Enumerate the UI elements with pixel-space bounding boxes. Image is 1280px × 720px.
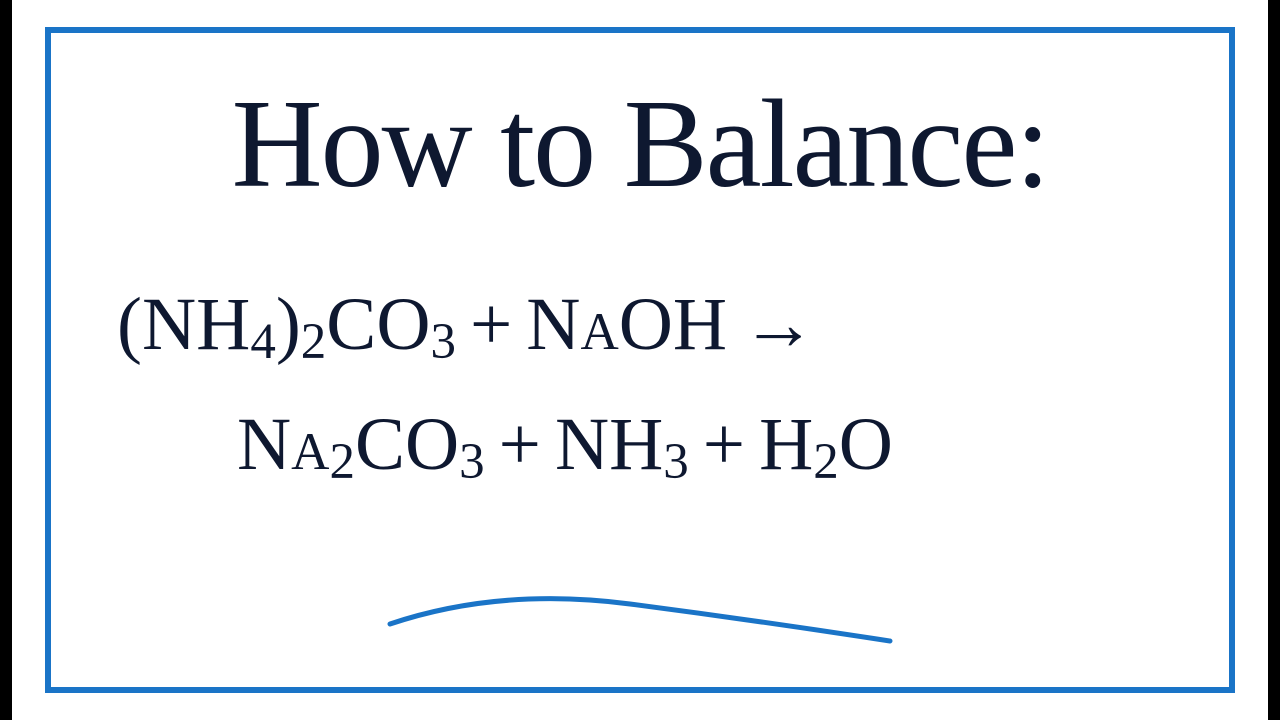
chemical-equation: (NH4)2CO3+NaOH→ Na2CO3+NH3+H2O <box>101 265 1179 505</box>
reaction-arrow: → <box>741 283 816 366</box>
reactant-sodium-hydroxide: NaOH <box>526 283 727 366</box>
reactant-ammonium-carbonate: (NH4)2CO3 <box>117 283 456 366</box>
slide-inner-frame: How to Balance: (NH4)2CO3+NaOH→ Na2CO3+N… <box>45 27 1235 693</box>
product-sodium-carbonate: Na2CO3 <box>237 403 485 486</box>
swoosh-icon <box>380 569 900 649</box>
product-water: H2O <box>759 403 893 486</box>
slide-outer-frame: How to Balance: (NH4)2CO3+NaOH→ Na2CO3+N… <box>12 0 1268 720</box>
slide-title: How to Balance: <box>101 73 1179 217</box>
equation-reactants-line: (NH4)2CO3+NaOH→ <box>117 265 1179 385</box>
plus-sign: + <box>703 403 745 486</box>
plus-sign: + <box>470 283 512 366</box>
plus-sign: + <box>499 403 541 486</box>
product-ammonia: NH3 <box>555 403 689 486</box>
equation-products-line: Na2CO3+NH3+H2O <box>117 385 1179 505</box>
decorative-swoosh-container <box>51 569 1229 649</box>
